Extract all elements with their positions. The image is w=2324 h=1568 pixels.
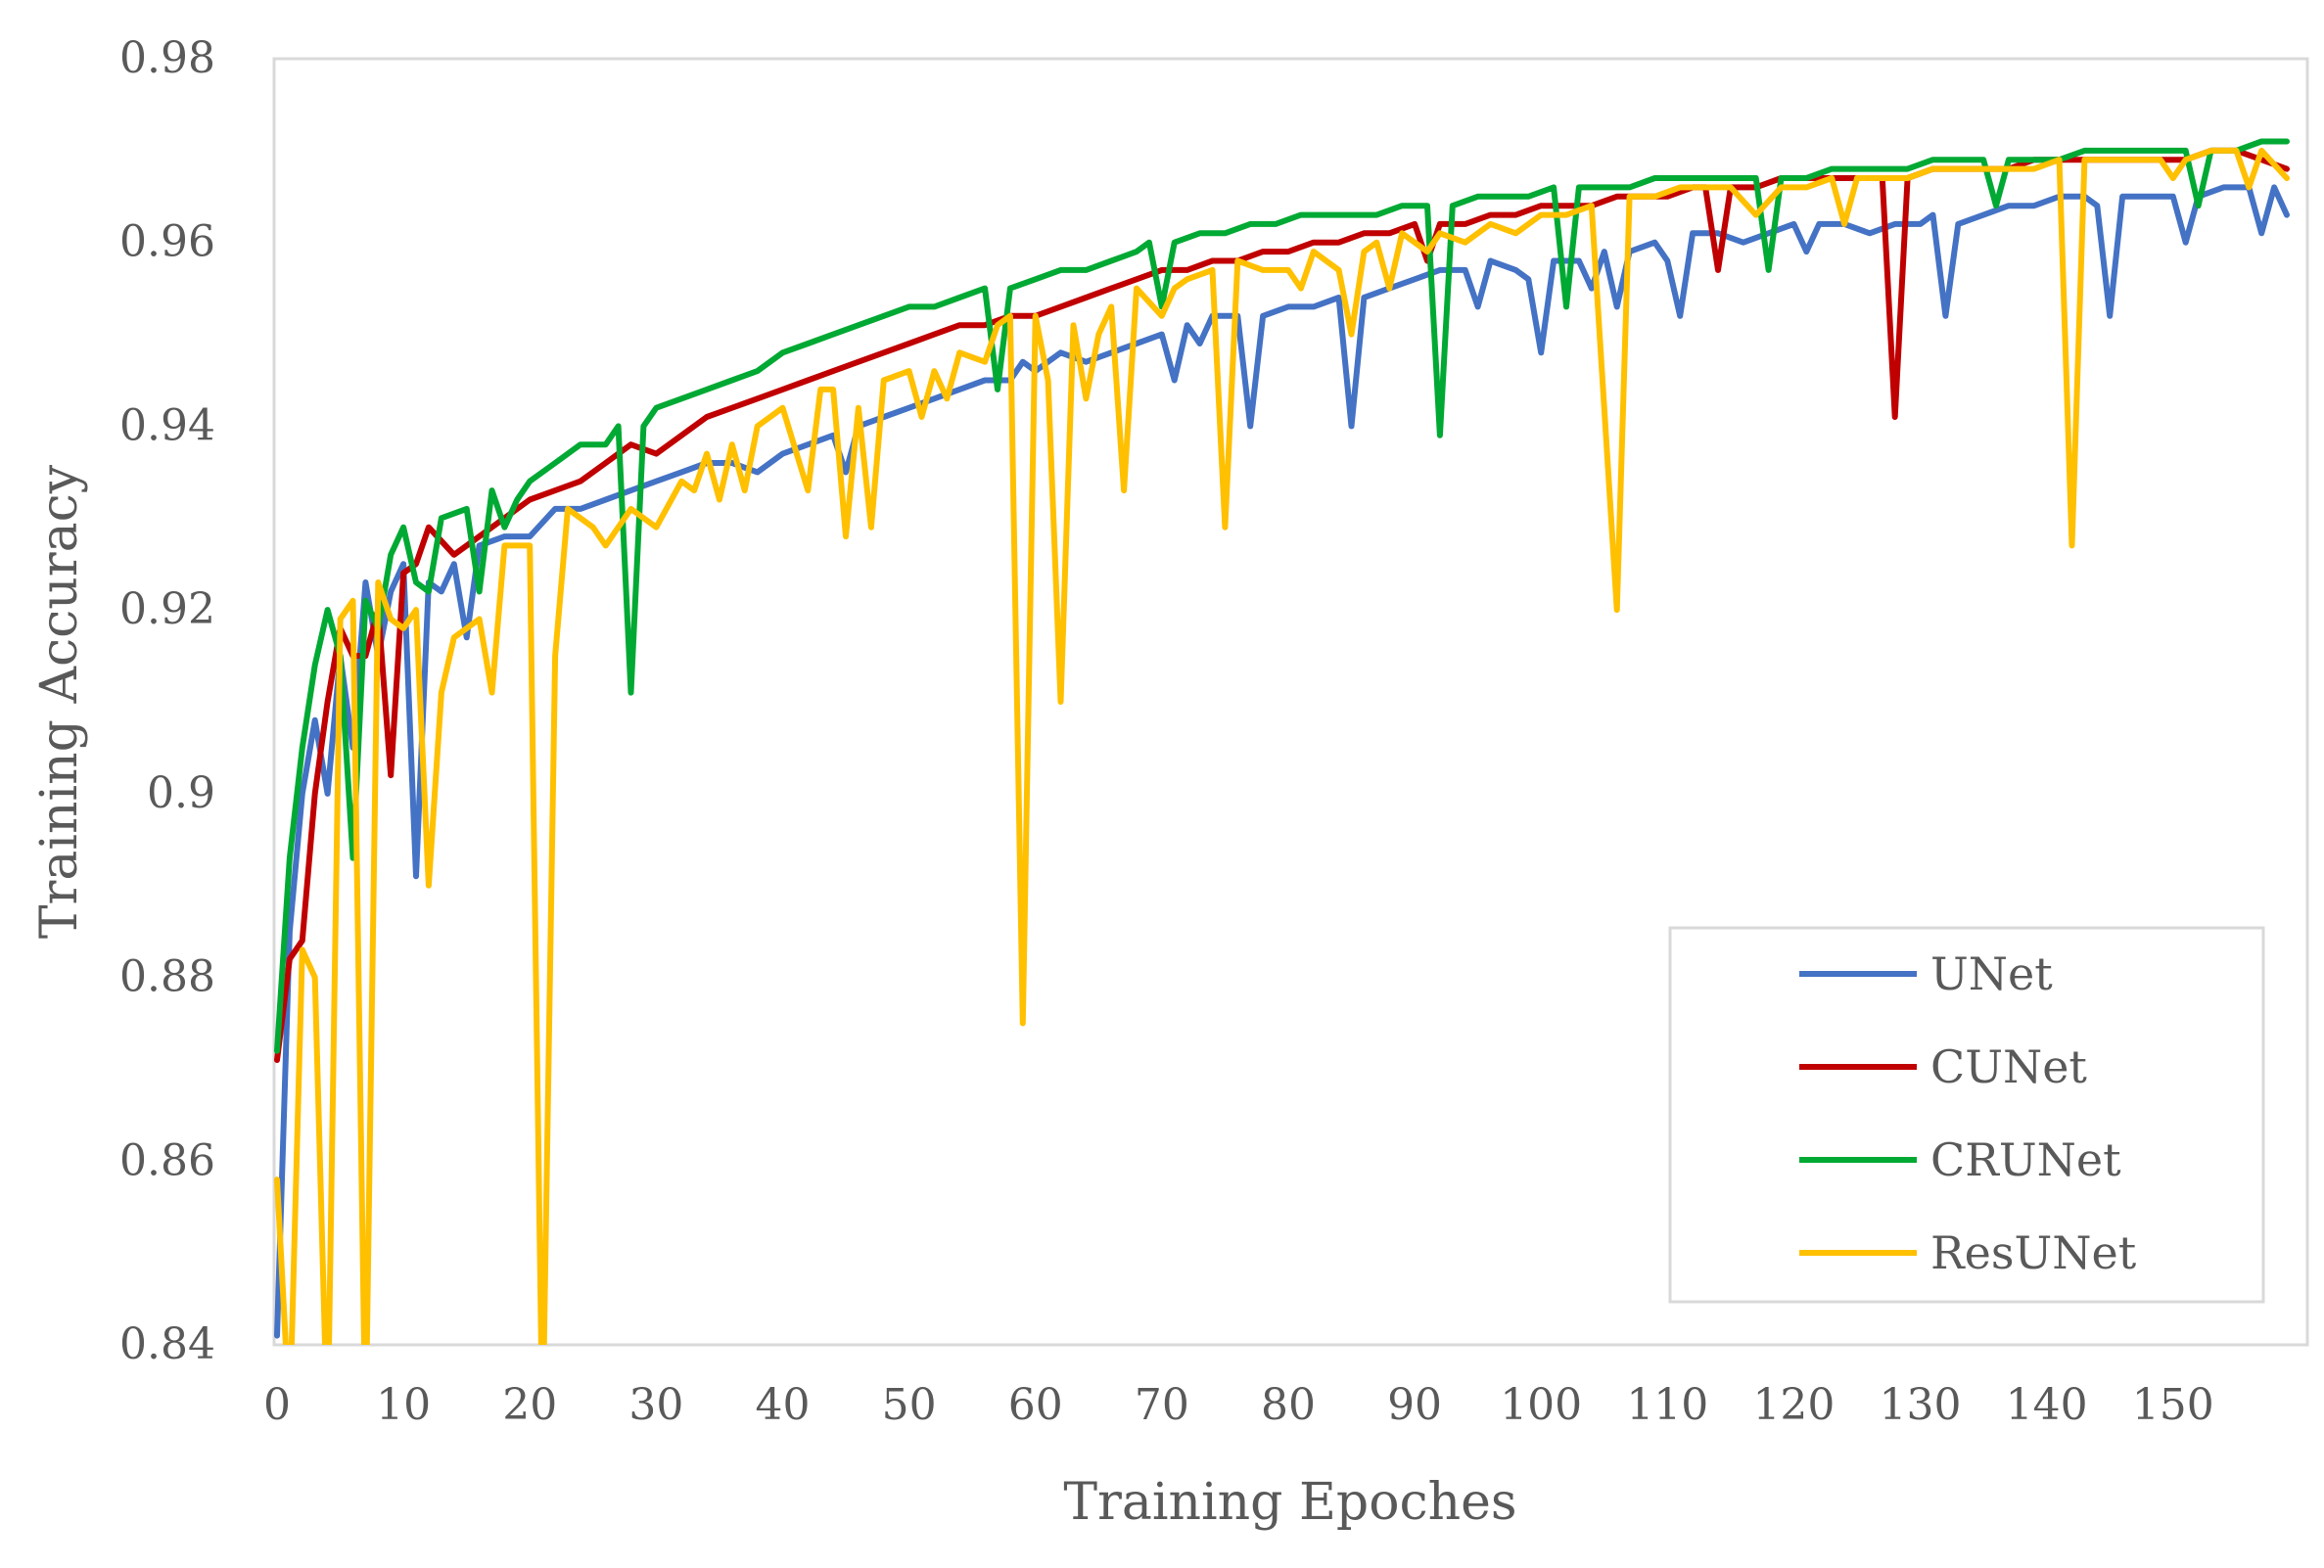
- x-tick-label: 20: [502, 1380, 557, 1430]
- x-tick-label: 90: [1387, 1380, 1442, 1430]
- series-line-unet: [274, 184, 2290, 1339]
- plot-area-border: [272, 57, 2309, 1347]
- x-tick-label: 60: [1008, 1380, 1063, 1430]
- x-tick-label: 150: [2132, 1380, 2214, 1430]
- legend-label-resunet: ResUNet: [1930, 1226, 2137, 1279]
- legend: UNet CUNet CRUNet ResUNet: [1668, 926, 2265, 1304]
- x-tick-label: 10: [376, 1380, 431, 1430]
- y-axis-ticks: 0.84 0.86 0.88 0.9 0.92 0.94 0.96 0.98: [119, 33, 215, 1369]
- x-tick-label: 0: [263, 1380, 291, 1430]
- x-axis-title: Training Epoches: [1063, 1473, 1516, 1532]
- series-lines: [274, 138, 2290, 1345]
- x-tick-label: 130: [1880, 1380, 1962, 1430]
- legend-label-unet: UNet: [1930, 947, 2053, 1000]
- y-tick-label: 0.92: [119, 584, 215, 634]
- x-tick-label: 80: [1261, 1380, 1316, 1430]
- series-line-crunet: [274, 138, 2290, 1054]
- y-tick-label: 0.9: [147, 768, 215, 818]
- x-tick-label: 100: [1500, 1380, 1582, 1430]
- x-tick-label: 30: [628, 1380, 683, 1430]
- x-tick-label: 40: [755, 1380, 810, 1430]
- x-tick-label: 140: [2006, 1380, 2088, 1430]
- y-tick-label: 0.94: [119, 400, 215, 450]
- y-axis-title: Training Accuracy: [30, 464, 89, 939]
- y-tick-label: 0.88: [119, 952, 215, 1002]
- y-tick-label: 0.96: [119, 217, 215, 267]
- x-tick-label: 70: [1135, 1380, 1189, 1430]
- legend-label-crunet: CRUNet: [1930, 1133, 2121, 1186]
- legend-label-cunet: CUNet: [1930, 1040, 2087, 1093]
- y-tick-label: 0.86: [119, 1135, 215, 1185]
- series-line-resunet: [274, 147, 2290, 1345]
- x-axis-ticks: 0 10 20 30 40 50 60 70 80 90 100 110 120 130 140 150: [263, 1380, 2214, 1430]
- series-line-cunet: [274, 147, 2290, 1063]
- legend-box: [1668, 926, 2265, 1304]
- y-tick-label: 0.98: [119, 33, 215, 83]
- y-tick-label: 0.84: [119, 1319, 215, 1369]
- x-tick-label: 120: [1752, 1380, 1835, 1430]
- x-tick-label: 110: [1626, 1380, 1708, 1430]
- x-tick-label: 50: [882, 1380, 937, 1430]
